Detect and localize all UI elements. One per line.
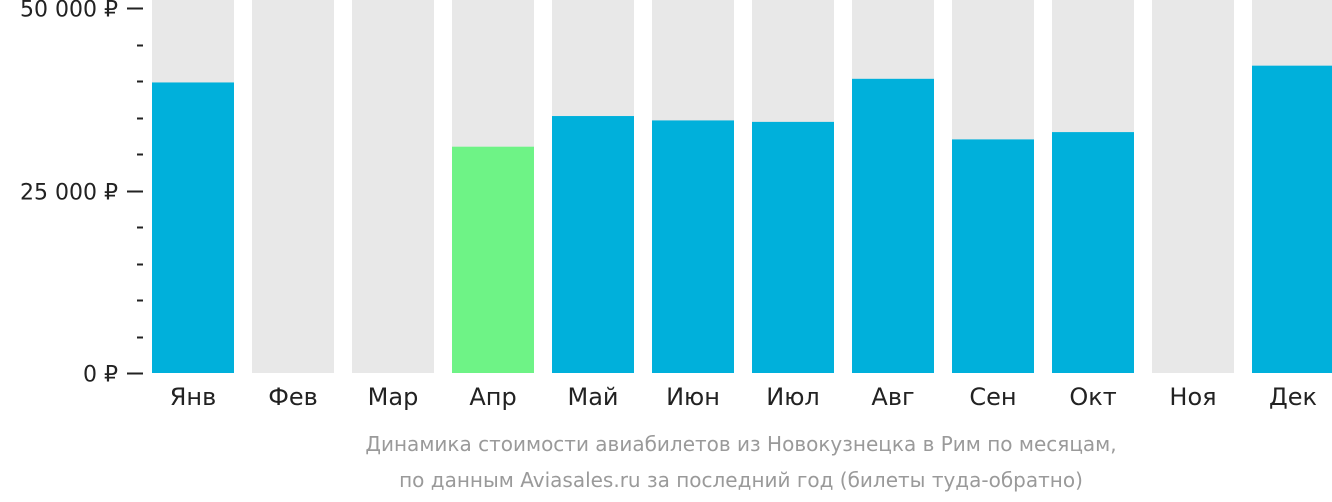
x-tick-label: Апр — [469, 383, 516, 411]
x-tick-label: Окт — [1069, 383, 1116, 411]
bar-background — [252, 0, 334, 373]
bar-4 — [452, 146, 534, 373]
bar-10 — [1052, 132, 1134, 373]
x-tick-label: Авг — [871, 383, 914, 411]
price-chart: 0 ₽ 25 000 ₽ 50 000 ₽ Янв Фев Мар Апр Май Июн Июл… — [20, 0, 1332, 411]
chart-caption-line-2: по данным Aviasales.ru за последний год … — [399, 468, 1083, 492]
x-tick-label: Фев — [268, 383, 318, 411]
x-tick-label: Июн — [666, 383, 720, 411]
y-tick-label: 0 ₽ — [83, 363, 118, 388]
x-tick-label: Май — [567, 383, 618, 411]
y-tick-label: 50 000 ₽ — [20, 0, 118, 23]
chart-caption-line-1: Динамика стоимости авиабилетов из Новоку… — [365, 432, 1117, 456]
bar-9 — [952, 139, 1034, 373]
bar-8 — [852, 78, 934, 373]
bar-background — [1152, 0, 1234, 373]
bar-background — [352, 0, 434, 373]
bar-6 — [652, 120, 734, 373]
bar-1 — [152, 82, 234, 374]
x-tick-label: Сен — [969, 383, 1016, 411]
bar-7 — [752, 121, 834, 373]
x-tick-label: Дек — [1269, 383, 1317, 411]
y-tick-label: 25 000 ₽ — [20, 181, 118, 206]
x-tick-label: Ноя — [1169, 383, 1216, 411]
bar-5 — [552, 116, 634, 373]
x-tick-label: Мар — [368, 383, 419, 411]
x-tick-label: Июл — [766, 383, 820, 411]
bar-12 — [1252, 65, 1332, 374]
x-tick-label: Янв — [170, 383, 217, 411]
